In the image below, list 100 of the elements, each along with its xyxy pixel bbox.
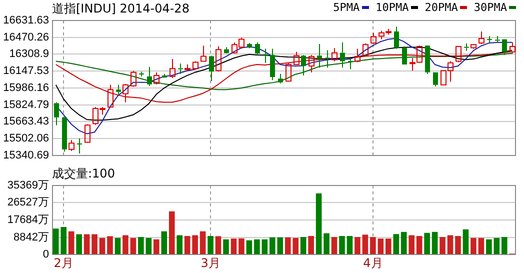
bar — [68, 231, 74, 254]
bar — [146, 238, 152, 254]
candlestick — [433, 72, 438, 87]
bar — [230, 238, 237, 254]
bar — [370, 236, 376, 254]
candlestick — [402, 46, 407, 64]
bar — [424, 232, 430, 254]
candlestick — [464, 42, 469, 52]
candlestick — [325, 50, 330, 68]
bar — [176, 235, 182, 254]
candlestick — [255, 42, 260, 56]
candlestick — [394, 26, 399, 50]
bar — [331, 236, 338, 254]
candlestick — [170, 58, 176, 78]
y-tick-label: 15986.16 — [3, 82, 49, 94]
bar — [262, 239, 268, 254]
candlestick — [495, 36, 500, 44]
candlestick — [77, 138, 82, 154]
candlestick — [224, 46, 229, 54]
candlestick — [122, 83, 128, 103]
candlestick — [200, 45, 206, 62]
bar — [447, 235, 454, 254]
bar — [440, 236, 446, 254]
candlestick — [162, 73, 167, 78]
bar — [300, 236, 306, 254]
y-tick-label: 17684万 — [7, 214, 49, 226]
x-tick-label: 4月 — [363, 256, 383, 270]
bar — [122, 235, 128, 254]
candlestick — [487, 36, 492, 43]
bar — [138, 236, 144, 254]
bar — [393, 234, 400, 254]
bar — [168, 211, 175, 254]
candlestick — [247, 42, 252, 49]
candlestick — [116, 84, 121, 95]
legend-label: 30PMA — [474, 1, 507, 14]
bar — [208, 236, 214, 254]
legend-label: 10PMA — [376, 1, 409, 14]
bar — [99, 238, 106, 254]
bar — [308, 236, 314, 254]
bar — [238, 238, 244, 254]
bar — [223, 239, 229, 254]
bar — [470, 238, 476, 254]
bar — [92, 234, 98, 254]
bar — [462, 229, 469, 254]
legend-label: 20PMA — [424, 1, 458, 14]
bar — [478, 238, 484, 254]
bar — [386, 238, 392, 254]
candlestick — [340, 42, 345, 68]
bar — [254, 239, 260, 254]
candlestick — [178, 63, 183, 74]
chart-title: 道指[INDU] 2014-04-28 — [52, 1, 190, 16]
y-tick-label: 15824.79 — [3, 98, 49, 111]
bar — [339, 236, 345, 254]
bar — [400, 232, 407, 254]
y-tick-label: 35369万 — [7, 179, 49, 192]
bar — [408, 235, 414, 254]
bar — [486, 239, 492, 254]
chart-title: 成交量:100 — [52, 166, 115, 180]
y-tick-label: 16470.26 — [3, 31, 49, 44]
y-tick-label: 16631.63 — [3, 14, 49, 26]
candlestick — [209, 56, 214, 82]
bar — [362, 234, 368, 254]
bar — [130, 238, 136, 254]
legend-label: 5PMA — [333, 1, 360, 14]
y-tick-label: 16308.9 — [9, 48, 49, 60]
candlestick — [270, 48, 275, 81]
bar — [346, 236, 353, 254]
candlestick — [139, 71, 144, 77]
bar — [455, 236, 461, 254]
y-tick-label: 8842万 — [14, 231, 49, 244]
bar — [316, 193, 322, 254]
bar — [192, 235, 198, 254]
bar — [432, 232, 438, 254]
bar — [378, 238, 384, 254]
candlestick — [62, 117, 67, 152]
candlestick — [263, 48, 268, 64]
y-tick-label: 15502.06 — [3, 132, 49, 145]
candlestick — [425, 46, 430, 74]
bar — [416, 236, 422, 254]
y-tick-label: 15340.69 — [3, 149, 49, 162]
candlestick — [147, 66, 152, 86]
bar — [324, 233, 330, 254]
bar — [114, 238, 121, 254]
candlestick — [317, 43, 322, 68]
bar — [76, 234, 82, 254]
bar — [354, 236, 360, 254]
bar — [84, 234, 90, 254]
bar — [107, 236, 113, 254]
bar — [184, 236, 190, 254]
bar — [200, 231, 206, 254]
bar — [154, 239, 160, 254]
y-tick-label: 15663.43 — [3, 116, 49, 128]
bar — [246, 240, 252, 254]
x-tick-label: 3月 — [200, 256, 220, 270]
bar — [502, 236, 508, 254]
y-tick-label: 16147.53 — [3, 65, 49, 78]
x-tick-label: 2月 — [54, 256, 74, 270]
candlestick — [278, 73, 283, 84]
bar — [494, 238, 500, 254]
candlestick — [348, 58, 353, 70]
